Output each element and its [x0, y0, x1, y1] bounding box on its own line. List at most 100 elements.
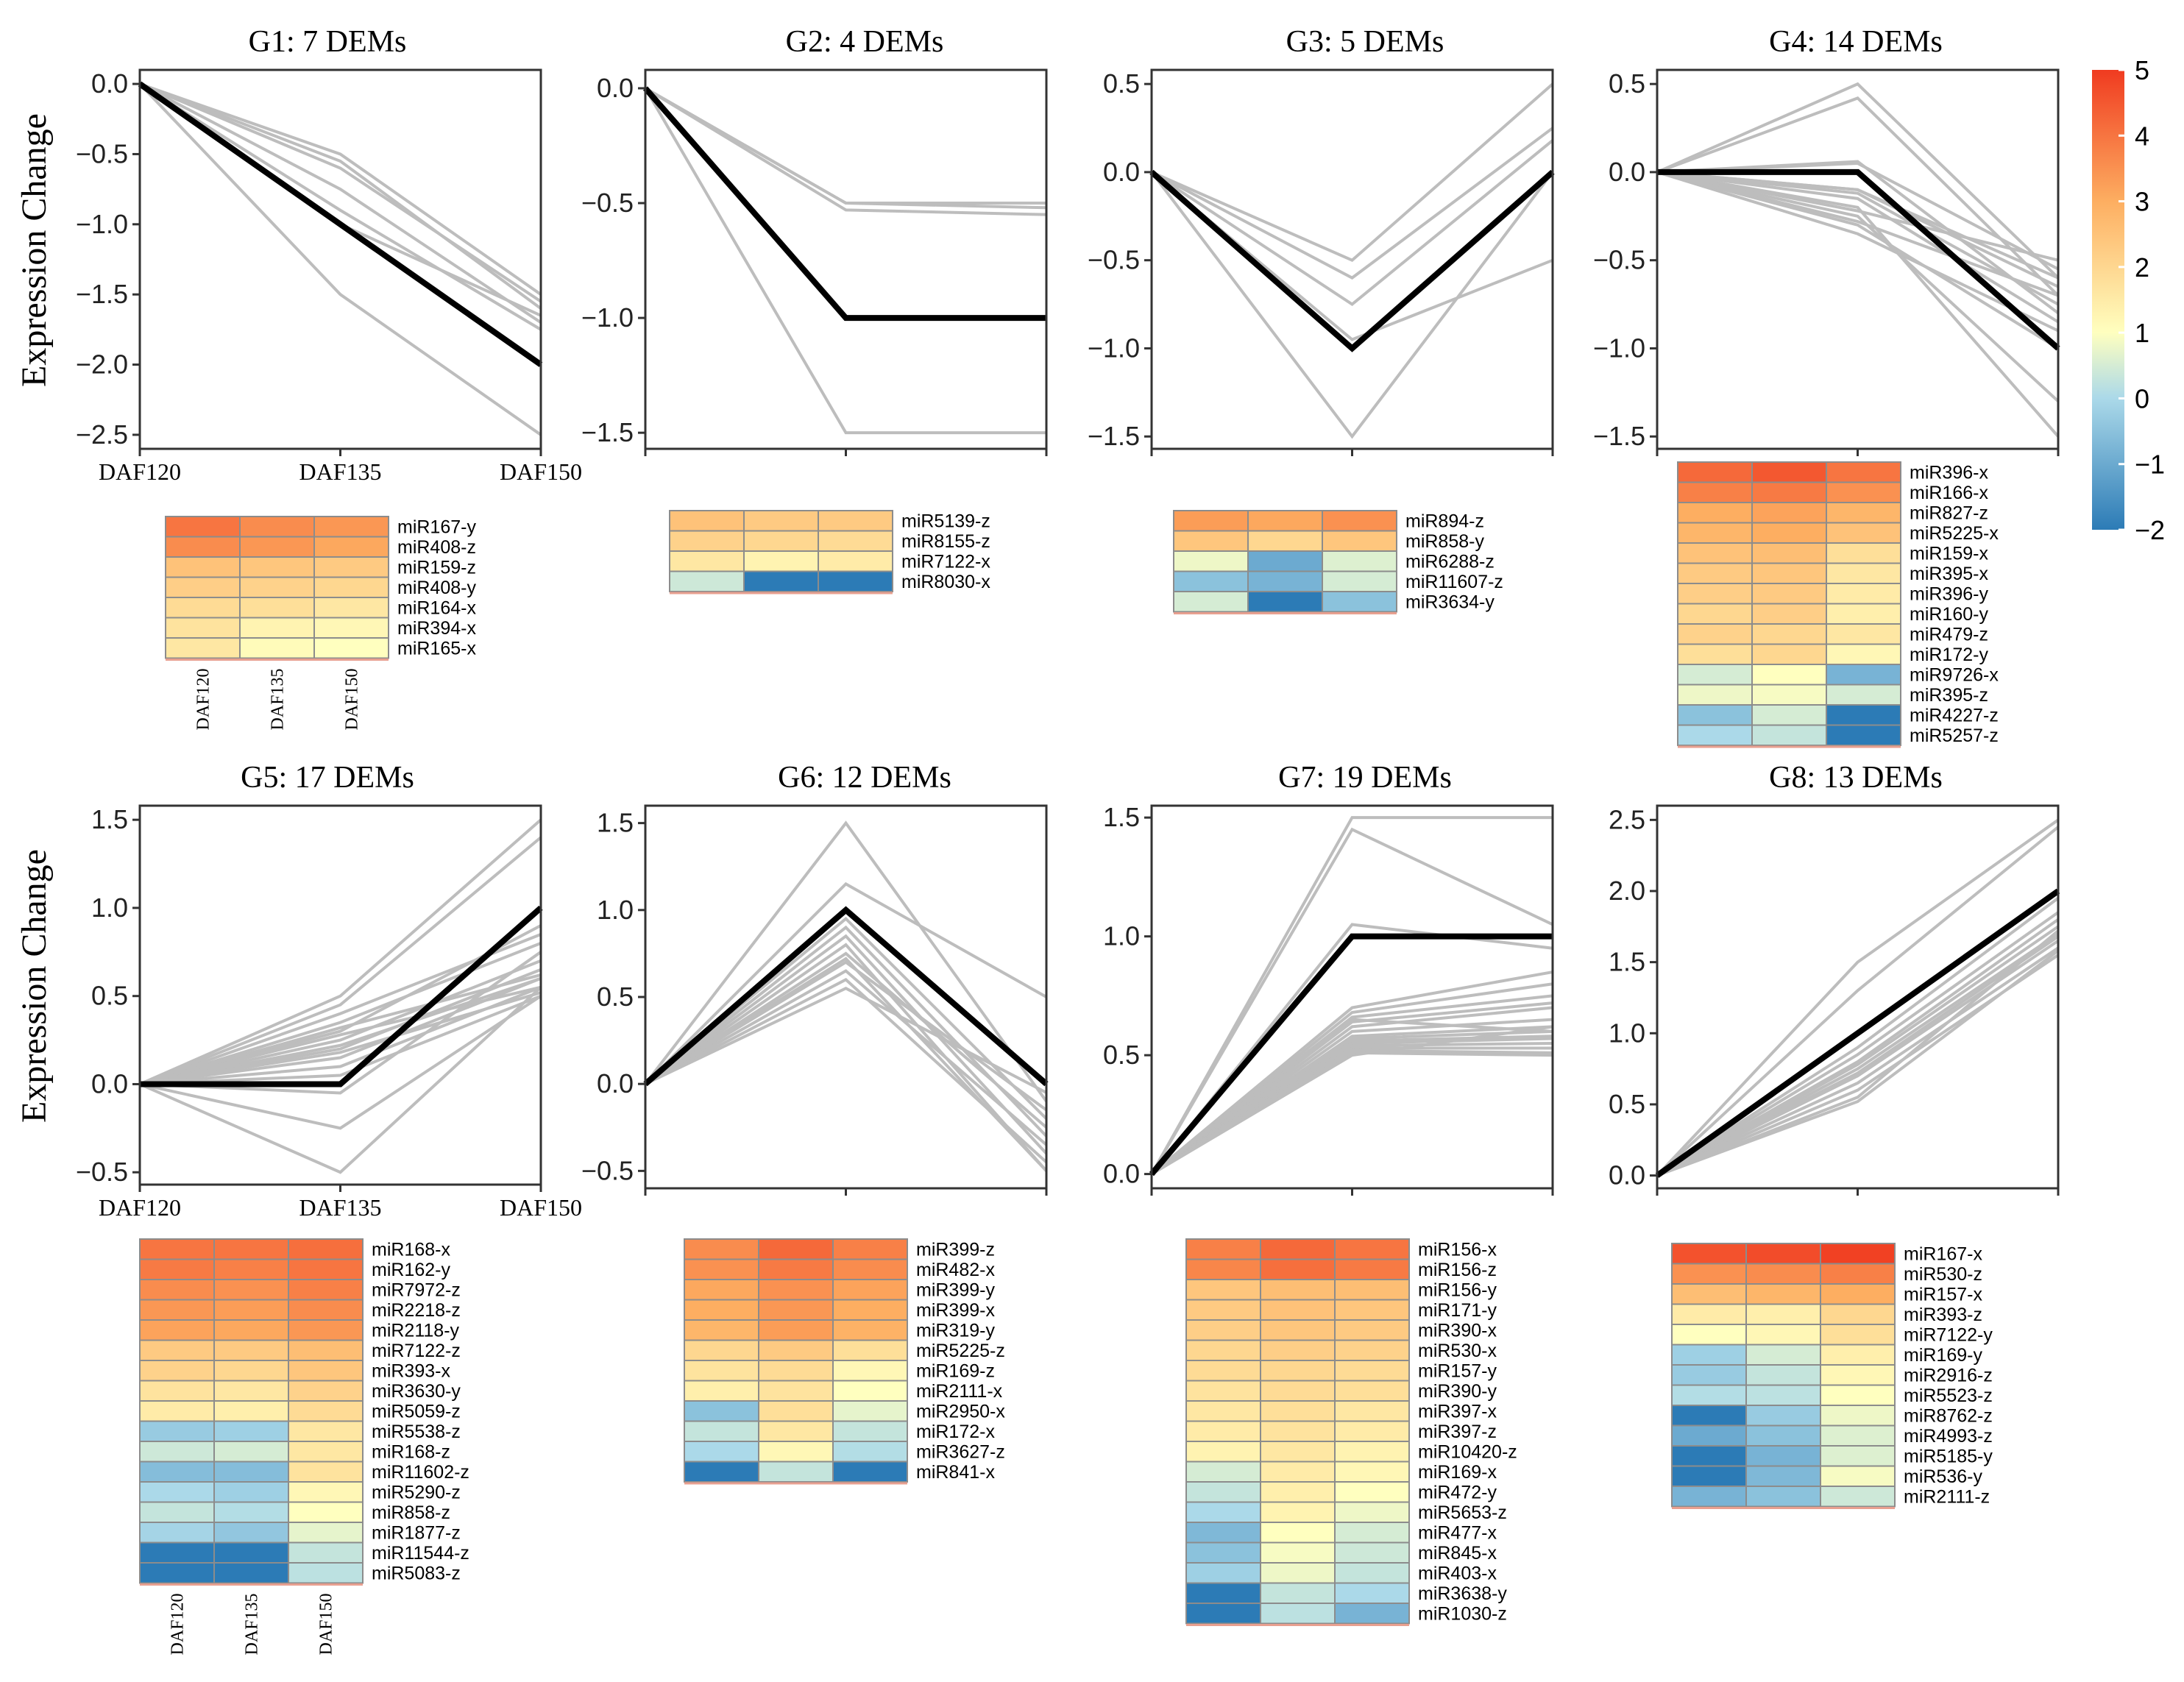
heatmap-gene-label: miR160-y — [1910, 604, 1988, 625]
y-tick-label: 1.0 — [1609, 1018, 1645, 1048]
heatmap-cell — [1745, 1283, 1821, 1305]
heatmap-cell — [1745, 1263, 1821, 1285]
heatmap-cell — [313, 617, 389, 639]
y-tick-label: 0.5 — [91, 981, 128, 1011]
heatmap-cell — [1260, 1481, 1336, 1503]
heatmap-gene-label: miR172-y — [1910, 645, 1988, 665]
heatmap-gene-label: miR7122-x — [901, 552, 990, 572]
heatmap-cell — [1185, 1522, 1261, 1544]
heatmap-cell — [1185, 1541, 1261, 1564]
heatmap-cell — [1751, 583, 1827, 605]
y-tick-label: −2.5 — [76, 419, 128, 450]
y-tick-label: −1.5 — [1593, 421, 1645, 451]
heatmap-cell — [1322, 530, 1397, 552]
heatmap-cell — [1745, 1364, 1821, 1386]
heatmap-cell — [139, 1501, 215, 1523]
heatmap-cell — [1334, 1400, 1410, 1422]
panel-g8: G8: 13 DEMs2.52.01.51.00.50.0miR167-xmiR… — [1609, 761, 2060, 1509]
member-line — [139, 82, 542, 303]
y-tick-label: 1.5 — [91, 804, 128, 834]
heatmap-cell — [213, 1420, 289, 1442]
heatmap-gene-label: miR8762-z — [1904, 1406, 1993, 1427]
heatmap-cell — [1322, 570, 1397, 592]
heatmap-cell — [139, 1258, 215, 1280]
heatmap-cell — [743, 550, 819, 572]
heatmap-cell — [684, 1339, 759, 1361]
member-line — [1150, 1025, 1553, 1176]
heatmap-gene-label: miR5538-z — [372, 1422, 461, 1442]
heatmap-gene-label: miR894-z — [1405, 511, 1484, 532]
member-line — [139, 985, 542, 1086]
heatmap-cell — [1322, 550, 1397, 572]
member-line — [1656, 911, 2060, 1177]
y-tick-label: 1.0 — [597, 895, 634, 925]
heatmap-gene-label: miR171-y — [1418, 1300, 1497, 1321]
heatmap-cell — [1260, 1319, 1336, 1341]
heatmap-cell — [1334, 1603, 1410, 1625]
heatmap-gene-label: miR156-z — [1418, 1260, 1497, 1280]
heatmap-cell — [818, 510, 893, 532]
heatmap-cell — [1671, 1364, 1747, 1386]
heatmap-cell — [684, 1279, 759, 1301]
heatmap-cell — [213, 1461, 289, 1483]
heatmap-cell — [1322, 510, 1397, 532]
heatmap-cell — [758, 1360, 834, 1382]
heatmap-cell — [1826, 502, 1901, 524]
heatmap-gene-label: miR1030-z — [1418, 1604, 1507, 1625]
heatmap-cell — [758, 1380, 834, 1402]
y-tick-label: 0.0 — [1609, 1160, 1645, 1190]
x-tick-label: DAF135 — [299, 1194, 381, 1221]
heatmap-cell — [1677, 704, 1753, 726]
member-line — [139, 82, 542, 310]
member-line — [645, 986, 1047, 1094]
heatmap-cell — [1334, 1461, 1410, 1483]
panel-g5: G5: 17 DEMs 1.5 1.0 0.5 0.0 −0.5 DAF120 DAF135 D… — [76, 761, 582, 1656]
heatmap-gene-label: miR157-x — [1904, 1285, 1982, 1305]
heatmap-cell — [684, 1380, 759, 1402]
heatmap-cell — [288, 1258, 364, 1280]
heatmap-cell — [1334, 1339, 1410, 1361]
heatmap-cell — [1745, 1445, 1821, 1467]
y-tick-label: −1.0 — [1593, 333, 1645, 363]
heatmap-cell — [213, 1562, 289, 1584]
heatmap-cell — [1185, 1461, 1261, 1483]
heatmap-cell — [832, 1380, 908, 1402]
panel-title: G8: 13 DEMs — [1769, 761, 1943, 795]
heatmap-cell — [1677, 724, 1753, 746]
y-tick-label: −2.0 — [76, 349, 128, 380]
heatmap-cell — [1260, 1380, 1336, 1402]
heatmap-col-label: DAF150 — [317, 1594, 336, 1656]
heatmap-cell — [1185, 1380, 1261, 1402]
y-tick-label: −1.0 — [76, 209, 128, 239]
heatmap-cell — [1745, 1405, 1821, 1427]
heatmap-cell — [1820, 1344, 1896, 1366]
heatmap-cell — [1173, 550, 1249, 572]
heatmap-gene-label: miR5653-z — [1418, 1502, 1507, 1523]
heatmap-cell — [1334, 1319, 1410, 1341]
heatmap-gene-label: miR157-y — [1418, 1361, 1497, 1382]
heatmap-cell — [1247, 550, 1323, 572]
heatmap-cell — [165, 536, 241, 558]
y-tick-label: −1.0 — [1088, 333, 1140, 363]
heatmap-cell — [743, 570, 819, 592]
x-tick-label: DAF120 — [99, 1194, 181, 1221]
heatmap-cell — [1826, 623, 1901, 645]
heatmap-gene-label: miR169-x — [1418, 1462, 1497, 1483]
heatmap-cell — [1260, 1420, 1336, 1442]
member-line — [1656, 897, 2060, 1177]
heatmap-gene-label: miR482-x — [916, 1260, 995, 1280]
heatmap-cell — [288, 1380, 364, 1402]
heatmap-cell — [288, 1461, 364, 1483]
colorbar-tick-label: −1 — [2135, 450, 2165, 480]
colorbar-ticks: 5 4 3 2 1 0 −1 −2 — [2119, 55, 2165, 545]
heatmap-cell — [1260, 1501, 1336, 1523]
heatmap-cell — [758, 1400, 834, 1422]
heatmap-cell — [1826, 724, 1901, 746]
profile-line — [1149, 933, 1553, 1177]
heatmap-cell — [1820, 1445, 1896, 1467]
heatmap-gene-label: miR3630-y — [372, 1381, 461, 1402]
heatmap-gene-label: miR5185-y — [1904, 1447, 1993, 1467]
heatmap-cell — [1820, 1486, 1896, 1508]
heatmap-cell — [1820, 1364, 1896, 1386]
y-tick-label: −1.5 — [581, 417, 634, 447]
